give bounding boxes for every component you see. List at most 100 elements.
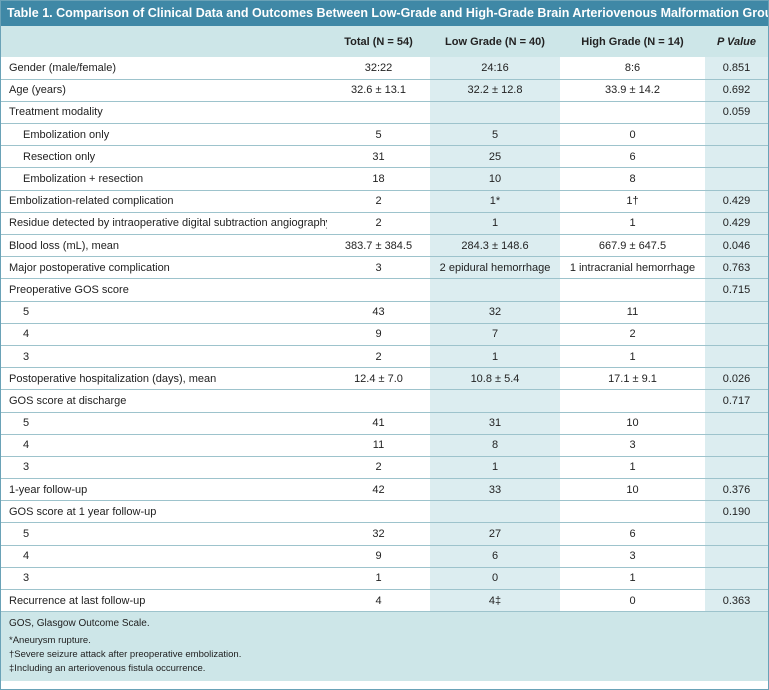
- cell-total: 12.4 ± 7.0: [327, 367, 430, 391]
- table-row: Recurrence at last follow-up 4 4‡ 0 0.363: [1, 589, 768, 613]
- table-row: Age (years) 32.6 ± 13.1 32.2 ± 12.8 33.9 ± …: [1, 79, 768, 102]
- cell-low-grade: 6: [430, 545, 560, 568]
- cell-total: 383.7 ± 384.5: [327, 234, 430, 258]
- cell-high-grade: 8: [560, 167, 705, 191]
- cell-p-value: 0.376: [705, 478, 768, 502]
- footnote-dagger: †Severe seizure attack after preoperativ…: [9, 649, 242, 661]
- cell-total: 43: [327, 301, 430, 324]
- cell-total: [327, 278, 430, 302]
- cell-high-grade: 6: [560, 145, 705, 169]
- table-row: 5 41 31 10: [1, 412, 768, 435]
- cell-total: [327, 101, 430, 125]
- header-row: Total (N = 54) Low Grade (N = 40) High G…: [1, 26, 768, 57]
- row-label: Age (years): [1, 79, 327, 102]
- table-row: 5 43 32 11: [1, 301, 768, 324]
- cell-p-value: [705, 345, 768, 369]
- cell-low-grade: 1: [430, 212, 560, 236]
- cell-high-grade: [560, 500, 705, 524]
- cell-p-value: 0.715: [705, 278, 768, 302]
- header-total: Total (N = 54): [344, 35, 413, 48]
- cell-p-value: [705, 434, 768, 457]
- cell-high-grade: 1†: [560, 190, 705, 213]
- row-label: 3: [1, 345, 327, 369]
- cell-high-grade: [560, 389, 705, 413]
- cell-high-grade: 667.9 ± 647.5: [560, 234, 705, 258]
- cell-p-value: 0.046: [705, 234, 768, 258]
- cell-p-value: [705, 167, 768, 191]
- table-body: Gender (male/female) 32:22 24:16 8:6 0.851 Ag…: [1, 57, 768, 613]
- cell-total: 4: [327, 589, 430, 613]
- cell-high-grade: [560, 278, 705, 302]
- cell-total: 2: [327, 345, 430, 369]
- footnote-star: *Aneurysm rupture.: [9, 635, 91, 647]
- table-title: Table 1. Comparison of Clinical Data and…: [1, 1, 768, 26]
- cell-total: 41: [327, 412, 430, 435]
- cell-total: [327, 500, 430, 524]
- cell-high-grade: 0: [560, 589, 705, 613]
- row-label: 5: [1, 301, 327, 324]
- cell-total: 32:22: [327, 57, 430, 80]
- cell-low-grade: 2 epidural hemorrhage: [430, 256, 560, 280]
- row-label: GOS score at 1 year follow-up: [1, 500, 327, 524]
- cell-high-grade: 11: [560, 301, 705, 324]
- cell-p-value: [705, 456, 768, 480]
- cell-low-grade: 10.8 ± 5.4: [430, 367, 560, 391]
- cell-p-value: 0.717: [705, 389, 768, 413]
- table-row: Resection only 31 25 6: [1, 145, 768, 169]
- cell-p-value: [705, 412, 768, 435]
- footnote-abbreviation: GOS, Glasgow Outcome Scale.: [9, 618, 150, 630]
- cell-high-grade: 0: [560, 123, 705, 147]
- table-row: Treatment modality 0.059: [1, 101, 768, 125]
- row-label: Treatment modality: [1, 101, 327, 125]
- cell-p-value: 0.692: [705, 79, 768, 102]
- table-row: 4 11 8 3: [1, 434, 768, 457]
- cell-total: 9: [327, 323, 430, 346]
- cell-p-value: 0.429: [705, 190, 768, 213]
- table-row: 5 32 27 6: [1, 522, 768, 546]
- cell-p-value: [705, 301, 768, 324]
- cell-total: 18: [327, 167, 430, 191]
- cell-low-grade: 8: [430, 434, 560, 457]
- cell-high-grade: 33.9 ± 14.2: [560, 79, 705, 102]
- cell-p-value: [705, 145, 768, 169]
- table-row: Postoperative hospitalization (days), me…: [1, 367, 768, 391]
- row-label: 4: [1, 545, 327, 568]
- table-row: 1-year follow-up 42 33 10 0.376: [1, 478, 768, 502]
- cell-low-grade: 4‡: [430, 589, 560, 613]
- row-label: Major postoperative complication: [1, 256, 327, 280]
- cell-total: 32.6 ± 13.1: [327, 79, 430, 102]
- row-label: 4: [1, 323, 327, 346]
- cell-total: 2: [327, 212, 430, 236]
- data-table: Total (N = 54) Low Grade (N = 40) High G…: [1, 26, 768, 613]
- cell-total: 5: [327, 123, 430, 147]
- cell-total: [327, 389, 430, 413]
- cell-high-grade: 10: [560, 412, 705, 435]
- cell-high-grade: 17.1 ± 9.1: [560, 367, 705, 391]
- cell-low-grade: 284.3 ± 148.6: [430, 234, 560, 258]
- cell-low-grade: 32.2 ± 12.8: [430, 79, 560, 102]
- cell-p-value: [705, 123, 768, 147]
- cell-total: 2: [327, 456, 430, 480]
- cell-low-grade: 5: [430, 123, 560, 147]
- table-row: Blood loss (mL), mean 383.7 ± 384.5 284.3 …: [1, 234, 768, 258]
- row-label: 3: [1, 567, 327, 591]
- cell-low-grade: 1*: [430, 190, 560, 213]
- row-label: Recurrence at last follow-up: [1, 589, 327, 613]
- cell-low-grade: 1: [430, 345, 560, 369]
- cell-p-value: 0.190: [705, 500, 768, 524]
- table-row: Major postoperative complication 3 2 epidu…: [1, 256, 768, 280]
- table-footnotes: GOS, Glasgow Outcome Scale. *Aneurysm ru…: [1, 612, 768, 682]
- row-label: Embolization-related complication: [1, 190, 327, 213]
- row-label: 5: [1, 522, 327, 546]
- cell-p-value: [705, 545, 768, 568]
- cell-total: 42: [327, 478, 430, 502]
- footnote-double-dagger: ‡Including an arteriovenous fistula occu…: [9, 663, 206, 675]
- row-label: 1-year follow-up: [1, 478, 327, 502]
- cell-p-value: [705, 323, 768, 346]
- cell-p-value: 0.059: [705, 101, 768, 125]
- cell-p-value: 0.763: [705, 256, 768, 280]
- table-row: Embolization + resection 18 10 8: [1, 167, 768, 191]
- cell-low-grade: [430, 389, 560, 413]
